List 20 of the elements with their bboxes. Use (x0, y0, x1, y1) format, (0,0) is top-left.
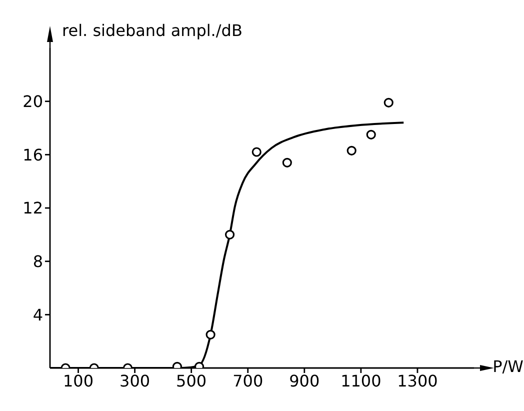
x-tick-label: 1100 (340, 371, 382, 390)
point (282, 158, 292, 168)
x-tick-label: 1300 (397, 371, 438, 390)
x-axis-title: P/W (492, 357, 524, 376)
y-tick-label: 8 (32, 252, 43, 272)
point (384, 98, 394, 108)
x-tick-label: 100 (62, 371, 94, 390)
x-tick-label: 700 (232, 371, 264, 390)
y-tick-label: 4 (32, 305, 43, 324)
x-tick-label: 300 (120, 371, 150, 390)
x-tick-label: 500 (176, 371, 207, 390)
y-tick-label: 12 (22, 198, 43, 218)
point (252, 147, 262, 157)
point (366, 130, 376, 140)
x-tick-label: 900 (289, 371, 320, 390)
y-tick-label: 16 (22, 145, 43, 164)
y-axis-title: rel. sideband ampl./dB (62, 21, 242, 40)
y-tick-label: 20 (22, 92, 43, 112)
point (346, 146, 356, 156)
point (224, 230, 235, 240)
